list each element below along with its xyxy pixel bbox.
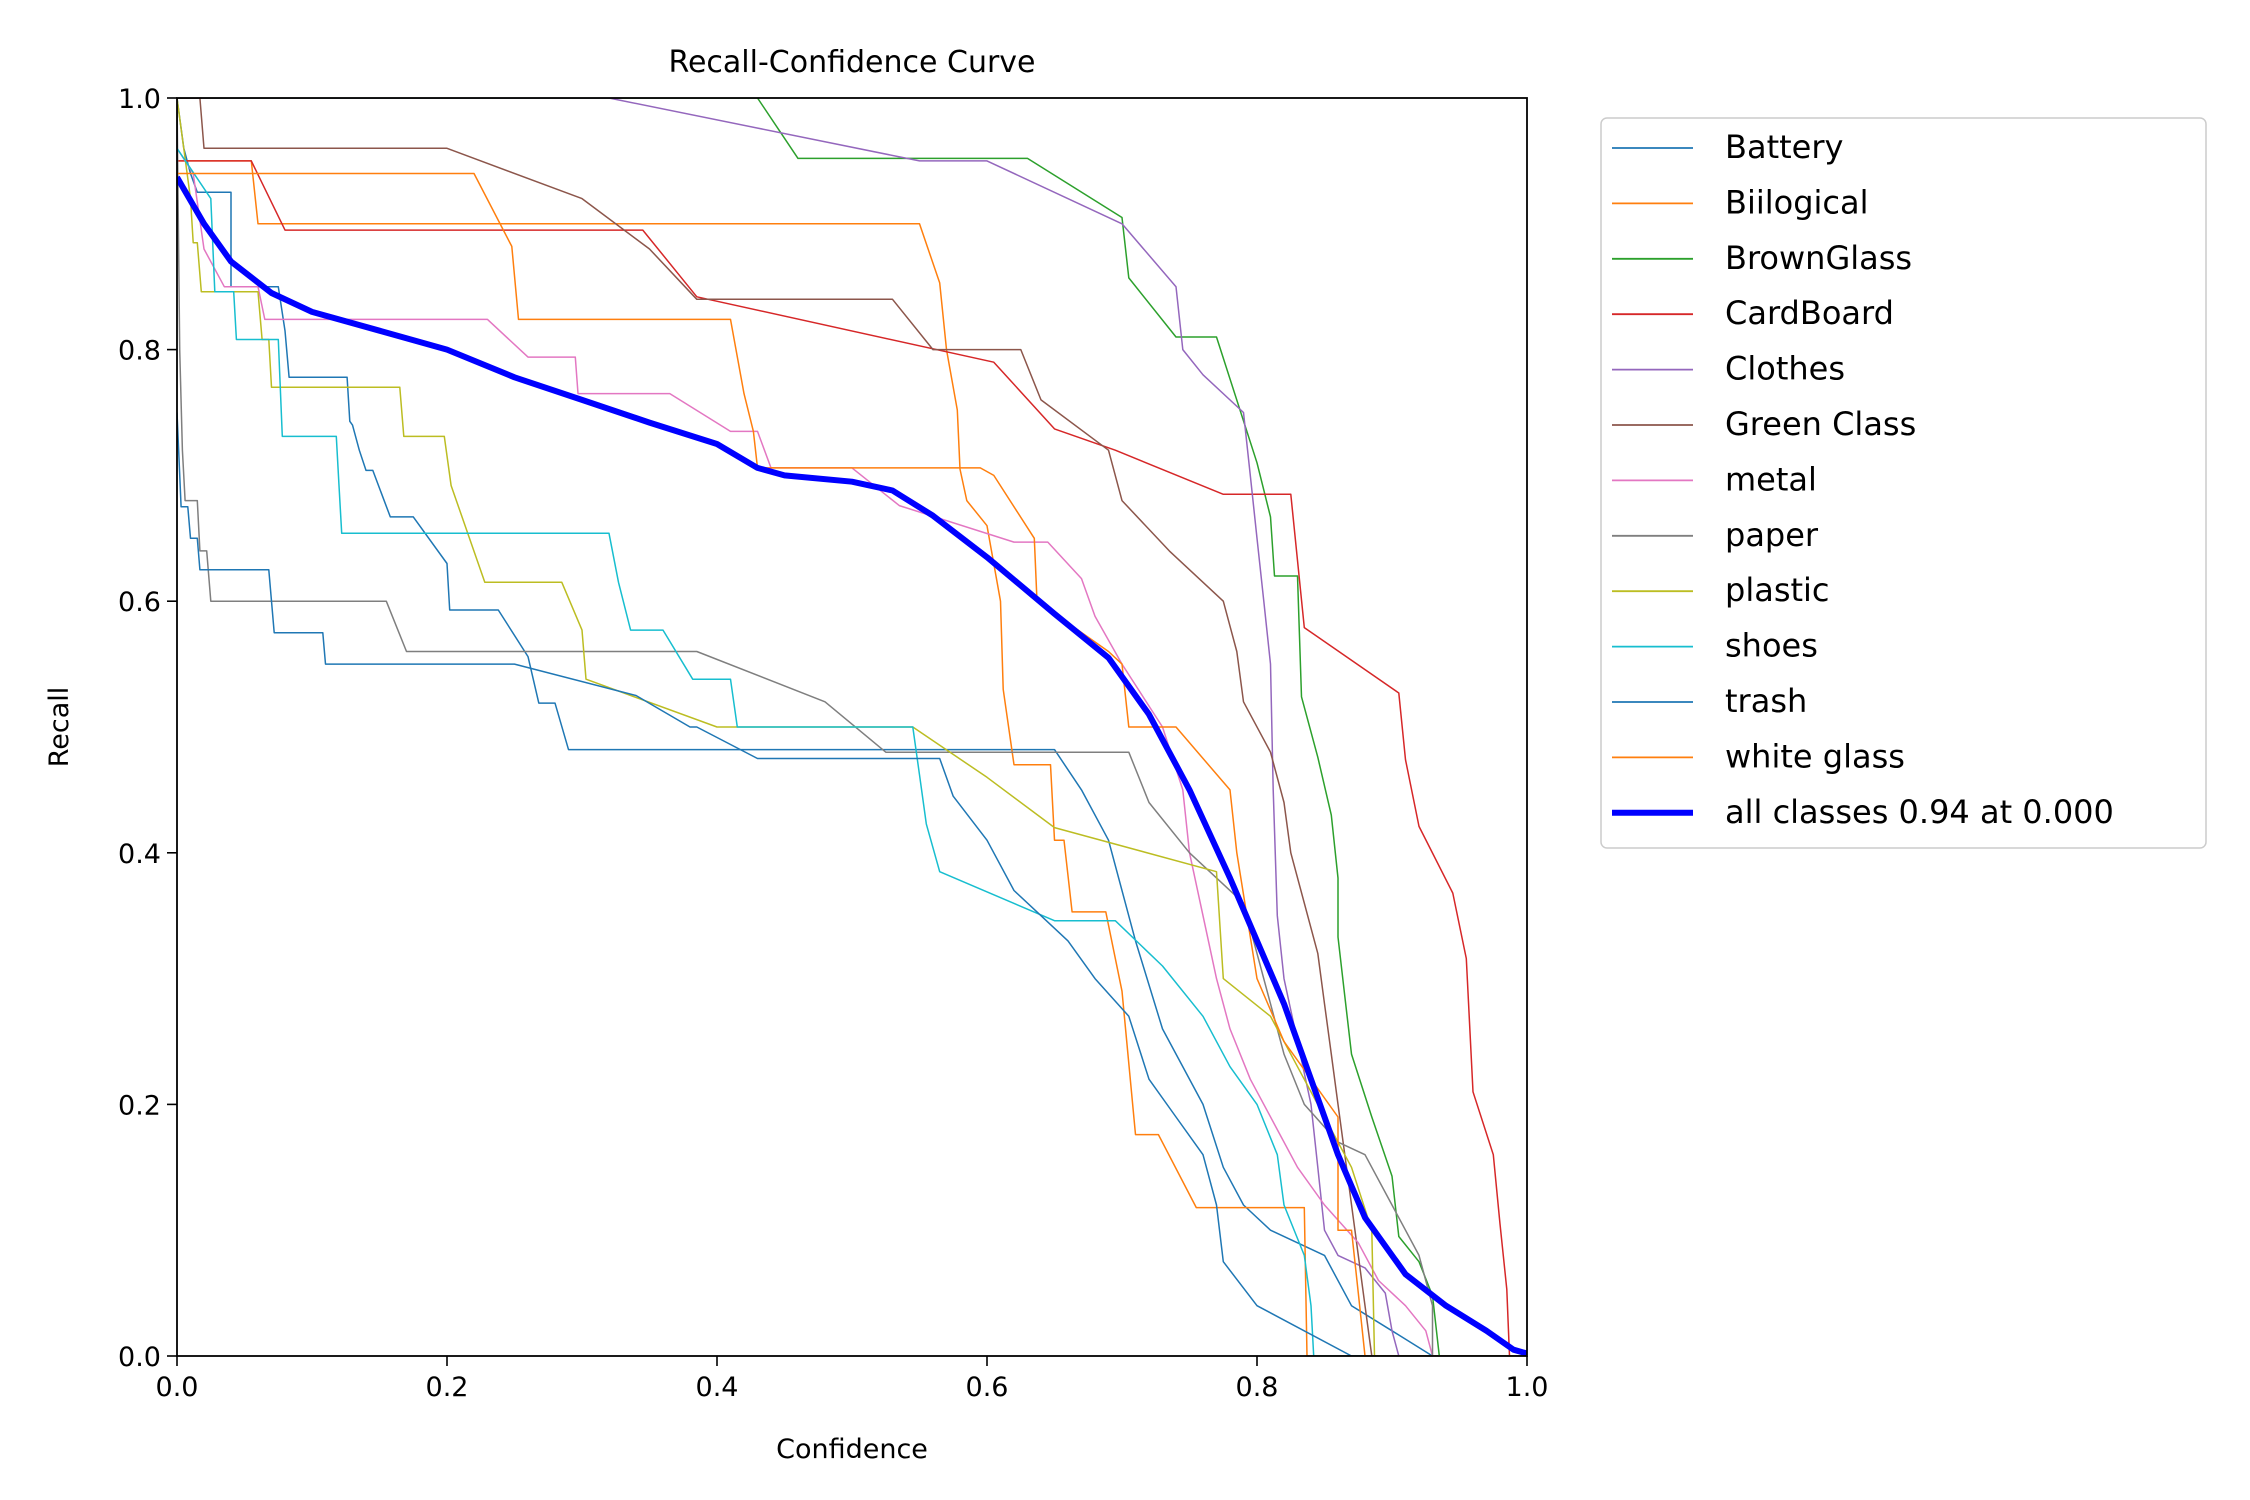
series-layer — [177, 98, 1527, 1356]
y-tick-label: 1.0 — [118, 84, 161, 115]
legend-label-green-class: Green Class — [1725, 405, 1916, 443]
y-tick-label: 0.8 — [118, 336, 161, 367]
plot-frame — [176, 97, 1528, 1357]
y-axis-ticks: 0.0 0.2 0.4 0.6 0.8 1.0 — [118, 84, 177, 1373]
series-line-paper — [177, 98, 1527, 1356]
series-line-white-glass — [177, 172, 1527, 1356]
series-line-plastic — [177, 98, 1527, 1356]
legend-label-biilogical: Biilogical — [1725, 183, 1869, 221]
series-line-clothes — [177, 98, 1527, 1356]
legend-label-battery: Battery — [1725, 128, 1843, 166]
series-line-biilogical — [177, 160, 1527, 1356]
chart-title: Recall-Confidence Curve — [668, 45, 1035, 80]
series-line-battery — [177, 98, 1527, 1356]
legend-label-clothes: Clothes — [1725, 350, 1845, 388]
legend-label-white-glass: white glass — [1725, 737, 1905, 775]
legend-label-all-classes-0-94-at-0-000: all classes 0.94 at 0.000 — [1725, 793, 2114, 831]
series-line-trash — [177, 412, 1527, 1356]
legend-label-cardboard: CardBoard — [1725, 294, 1894, 332]
x-axis-ticks: 0.0 0.2 0.4 0.6 0.8 1.0 — [156, 1356, 1549, 1403]
y-tick-label: 0.0 — [118, 1342, 161, 1373]
series-line-shoes — [177, 147, 1527, 1356]
x-tick-label: 0.6 — [966, 1372, 1009, 1403]
legend: Battery Biilogical BrownGlass CardBoard Clot… — [1600, 117, 2207, 849]
legend-label-trash: trash — [1725, 682, 1807, 720]
x-tick-label: 0.4 — [696, 1372, 739, 1403]
series-line-cardboard — [177, 160, 1527, 1356]
x-axis-label: Confidence — [776, 1434, 928, 1465]
series-line-green-class — [177, 98, 1527, 1356]
legend-label-plastic: plastic — [1725, 571, 1830, 609]
y-tick-label: 0.4 — [118, 839, 161, 870]
legend-label-brownglass: BrownGlass — [1725, 239, 1912, 277]
y-tick-label: 0.6 — [118, 587, 161, 618]
series-line-metal — [177, 147, 1527, 1356]
legend-label-paper: paper — [1725, 516, 1819, 554]
legend-label-shoes: shoes — [1725, 627, 1818, 665]
legend-box — [1600, 117, 2207, 849]
series-line-brownglass — [177, 98, 1527, 1356]
y-tick-label: 0.2 — [118, 1090, 161, 1121]
legend-label-metal: metal — [1725, 460, 1817, 498]
series-line-all-classes-0-94-at-0-000 — [177, 175, 1527, 1356]
x-tick-label: 0.8 — [1236, 1372, 1279, 1403]
x-tick-label: 1.0 — [1506, 1372, 1549, 1403]
x-tick-label: 0.0 — [156, 1372, 199, 1403]
legend-entries: Battery Biilogical BrownGlass CardBoard Clot… — [1612, 128, 2114, 831]
x-tick-label: 0.2 — [426, 1372, 469, 1403]
y-axis-label: Recall — [44, 687, 75, 768]
